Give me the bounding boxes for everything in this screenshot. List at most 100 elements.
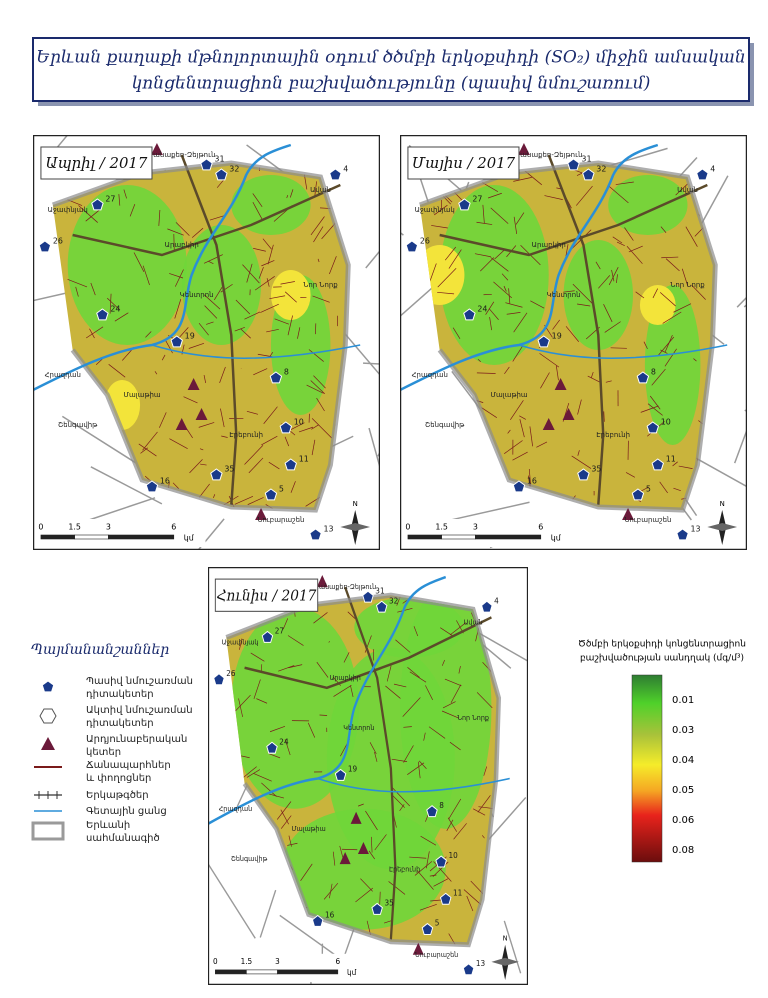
district-label: Նուբարաշեն: [257, 516, 304, 524]
legend-symbol: [40, 709, 56, 723]
district-label: Շենգավիթ: [231, 855, 267, 863]
colorbar-label: 0.04: [672, 755, 694, 766]
scale-label: 1.5: [68, 522, 81, 531]
legend-label: դիտակետեր: [86, 689, 154, 700]
colorbar-label: 0.01: [672, 695, 694, 706]
district-label: Նոր Նորք: [457, 714, 489, 722]
station-label: 19: [185, 331, 195, 340]
legend-label: կետեր: [86, 747, 121, 758]
station-label: 24: [477, 304, 487, 313]
station-label: 11: [299, 454, 309, 463]
legend-label: Ճանապարհներ: [86, 760, 171, 771]
station-label: 4: [710, 164, 715, 173]
scale-label: 6: [171, 522, 176, 531]
scale-label: 0: [213, 957, 218, 966]
station-label: 27: [105, 194, 115, 203]
colorbar-label: 0.08: [672, 845, 694, 856]
colorbar-title: Ծծմբի երկօքսիդի կոնցենտրացիոն: [578, 640, 746, 650]
district-label: Հրազդան: [45, 371, 81, 379]
district-label: Էրեբունի: [389, 865, 420, 873]
station-label: 32: [389, 596, 398, 605]
legend-symbol: [41, 737, 55, 750]
station-label: 31: [581, 154, 591, 163]
legend-label: Գետային ցանց: [86, 806, 167, 817]
legend-label: Պասիվ նմուշառման: [86, 676, 193, 687]
scale-bar: [41, 535, 75, 539]
scale-label: 3: [106, 522, 111, 531]
north-label: N: [353, 500, 358, 508]
district-label: Քանաքեռ-Զեյթուն: [515, 151, 583, 159]
district-label: Աջափնյակ: [222, 638, 259, 646]
legend-label: դիտակետեր: [86, 718, 154, 729]
scale-unit: կմ: [551, 533, 562, 542]
scale-bar: [475, 535, 540, 539]
station-label: 4: [343, 164, 348, 173]
district-label: Ավան: [464, 618, 483, 626]
station-label: 13: [690, 524, 700, 533]
title-line: Երևան քաղաքի մթնոլորտային օդում ծծմբի եր…: [36, 48, 746, 68]
scale-unit: կմ: [347, 968, 356, 977]
legend-symbol: [33, 823, 63, 839]
title-line: կոնցենտրացիոն բաշխվածությունը (պասիվ նմո…: [132, 74, 651, 94]
district-label: Աջափնյակ: [48, 206, 88, 214]
station-label: 10: [294, 417, 304, 426]
district-label: Քանաքեռ-Զեյթուն: [148, 151, 216, 159]
station-label: 27: [472, 194, 482, 203]
station-label: 11: [666, 454, 676, 463]
station-label: 32: [229, 164, 239, 173]
district-label: Մալաթիա: [291, 825, 325, 833]
district-label: Կենտրոն: [180, 291, 214, 299]
station-label: 10: [661, 417, 671, 426]
scale-bar: [108, 535, 173, 539]
colorbar-label: 0.05: [672, 785, 694, 796]
station-label: 35: [591, 464, 601, 473]
station-label: 13: [476, 959, 485, 968]
scale-bar: [277, 970, 337, 974]
scale-bar: [246, 970, 277, 974]
scale-bar: [75, 535, 109, 539]
colorbar: Ծծմբի երկօքսիդի կոնցենտրացիոն բաշխվածությ…: [578, 640, 746, 863]
station-label: 31: [375, 586, 384, 595]
station-label: 11: [453, 888, 462, 897]
outer-road: [744, 250, 768, 307]
scale-label: 0: [405, 522, 410, 531]
district-label: Հրազդան: [219, 805, 252, 813]
scale-bg: [37, 519, 206, 547]
station-label: 5: [279, 484, 284, 493]
station-label: 8: [284, 367, 289, 376]
scale-label: 1.5: [435, 522, 448, 531]
district-label: Նոր Նորք: [303, 281, 338, 289]
district-label: Էրեբունի: [596, 431, 630, 439]
district-label: Արաբկիր: [165, 241, 199, 249]
scale-bar: [215, 970, 246, 974]
yellow-zone: [271, 270, 311, 320]
district-label: Շենգավիթ: [58, 421, 98, 429]
scale-label: 6: [335, 957, 340, 966]
north-label: N: [720, 500, 725, 508]
station-label: 13: [323, 524, 333, 533]
scale-bar: [408, 535, 442, 539]
station-label: 8: [439, 800, 444, 809]
station-label: 19: [348, 764, 357, 773]
station-label: 16: [527, 476, 537, 485]
station-label: 16: [160, 476, 170, 485]
district-label: Նոր Նորք: [670, 281, 705, 289]
district-label: Մալաթիա: [490, 391, 527, 399]
district-label: Էրեբունի: [229, 431, 263, 439]
outer-road: [3, 248, 33, 321]
legend-label: Ակտիվ նմուշառման: [86, 705, 193, 716]
district-label: Կենտրոն: [547, 291, 581, 299]
colorbar-title: բաշխվածության սանդղակ (մգ/մ³): [580, 654, 744, 664]
north-label: N: [503, 934, 508, 942]
station-label: 26: [226, 669, 235, 678]
station-label: 19: [552, 331, 562, 340]
station-label: 24: [279, 737, 288, 746]
station-label: 5: [435, 918, 440, 927]
colorbar: [632, 675, 662, 862]
panel-title: Մայիս / 2017: [412, 154, 516, 172]
